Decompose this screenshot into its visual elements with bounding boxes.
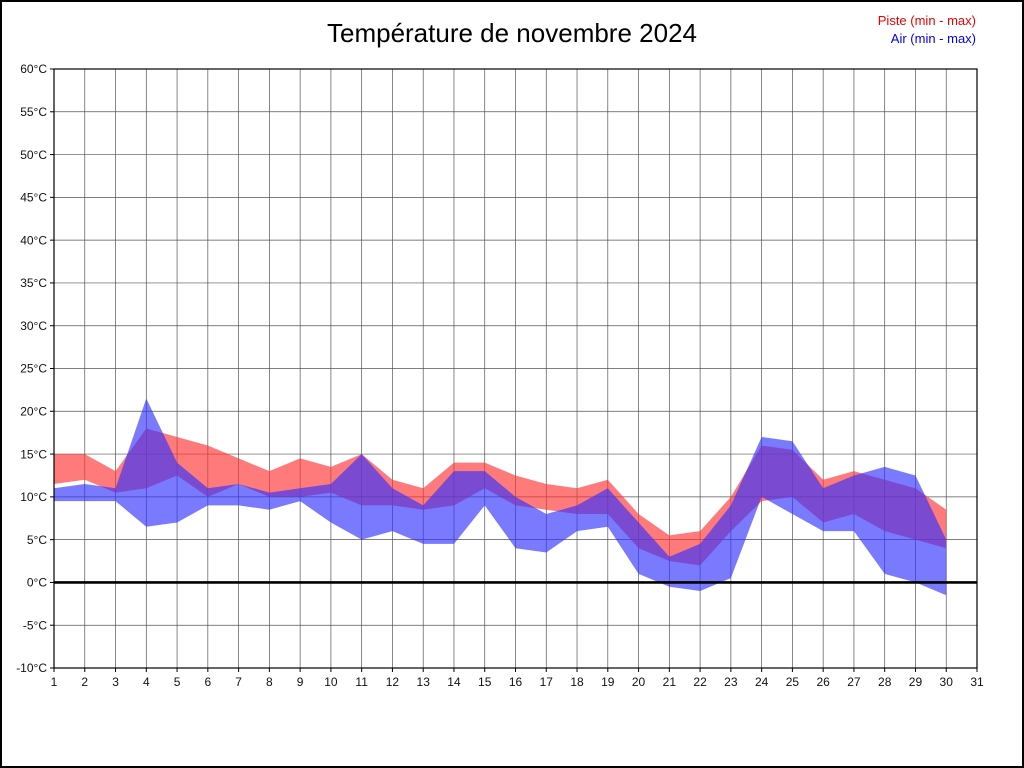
x-tick-label: 21 xyxy=(663,675,677,689)
x-tick-label: 9 xyxy=(297,675,304,689)
x-tick-label: 26 xyxy=(816,675,830,689)
x-tick-label: 18 xyxy=(570,675,584,689)
y-tick-label: 0°C xyxy=(27,576,47,590)
x-tick-label: 23 xyxy=(724,675,738,689)
y-tick-label: 5°C xyxy=(27,533,47,547)
x-tick-label: 16 xyxy=(509,675,523,689)
y-tick-label: 40°C xyxy=(20,233,47,247)
x-tick-label: 27 xyxy=(847,675,861,689)
y-tick-label: 20°C xyxy=(20,404,47,418)
x-tick-label: 28 xyxy=(878,675,892,689)
band-air xyxy=(54,398,947,596)
chart-legend: Piste (min - max) Air (min - max) xyxy=(878,12,976,48)
x-tick-label: 12 xyxy=(386,675,400,689)
x-tick-label: 10 xyxy=(324,675,338,689)
y-tick-label: 30°C xyxy=(20,319,47,333)
x-tick-label: 4 xyxy=(143,675,150,689)
x-tick-label: 20 xyxy=(632,675,646,689)
x-tick-label: 30 xyxy=(940,675,954,689)
x-tick-label: 3 xyxy=(112,675,119,689)
y-tick-label: 15°C xyxy=(20,447,47,461)
x-tick-label: 22 xyxy=(693,675,707,689)
x-tick-label: 11 xyxy=(355,675,368,689)
x-tick-label: 1 xyxy=(51,675,58,689)
legend-item-air: Air (min - max) xyxy=(890,31,976,46)
y-tick-label: 25°C xyxy=(20,362,47,376)
legend-item-piste: Piste (min - max) xyxy=(877,13,976,28)
x-tick-label: 15 xyxy=(478,675,492,689)
x-tick-label: 2 xyxy=(81,675,88,689)
x-tick-label: 19 xyxy=(601,675,615,689)
x-tick-label: 29 xyxy=(909,675,923,689)
y-tick-label: 10°C xyxy=(20,490,47,504)
x-tick-label: 7 xyxy=(235,675,242,689)
x-tick-label: 13 xyxy=(417,675,431,689)
y-tick-label: -5°C xyxy=(23,618,47,632)
x-tick-label: 24 xyxy=(755,675,769,689)
x-tick-label: 25 xyxy=(786,675,800,689)
x-tick-label: 5 xyxy=(174,675,181,689)
y-tick-label: 35°C xyxy=(20,276,47,290)
y-axis: -10°C -5°C 0°C 5°C 10°C 15°C 20°C 25°C 30°C 35°C 4… xyxy=(16,62,54,675)
x-tick-label: 8 xyxy=(266,675,273,689)
chart-title: Température de novembre 2024 xyxy=(326,18,697,48)
gridlines xyxy=(53,68,978,669)
y-tick-label: 50°C xyxy=(20,148,47,162)
x-tick-label: 14 xyxy=(447,675,461,689)
y-tick-label: 55°C xyxy=(20,105,47,119)
y-tick-label: 45°C xyxy=(20,191,47,205)
x-tick-label: 31 xyxy=(970,675,984,689)
y-tick-label: 60°C xyxy=(20,62,47,76)
y-tick-label: -10°C xyxy=(16,661,47,675)
x-tick-label: 17 xyxy=(540,675,554,689)
x-tick-label: 6 xyxy=(204,675,211,689)
series-bands xyxy=(54,398,947,596)
x-axis: 1 2 3 4 5 6 7 8 9 10 11 12 13 14 15 16 17 18 19 20 21 22 23 24 2… xyxy=(51,668,984,689)
